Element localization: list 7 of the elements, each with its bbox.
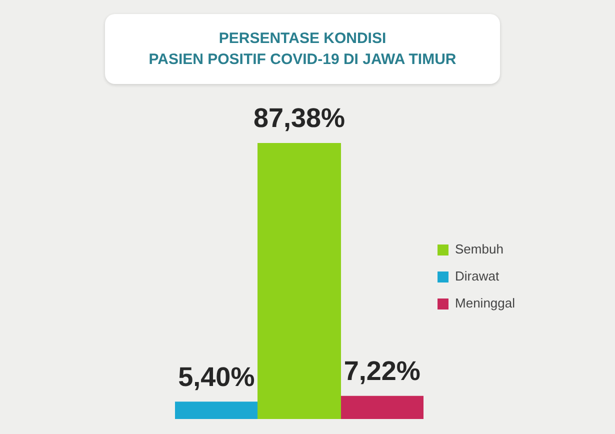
data-label: 7,22% [344,356,420,386]
data-label: 5,40% [178,362,255,392]
legend-label: Sembuh [455,242,504,257]
legend-label: Meninggal [455,296,516,311]
chart-title: PERSENTASE KONDISI PASIEN POSITIF COVID-19 DI JAWA TIMUR [105,14,500,84]
data-label: 87,38% [253,103,346,134]
legend-label: Dirawat [455,268,500,284]
